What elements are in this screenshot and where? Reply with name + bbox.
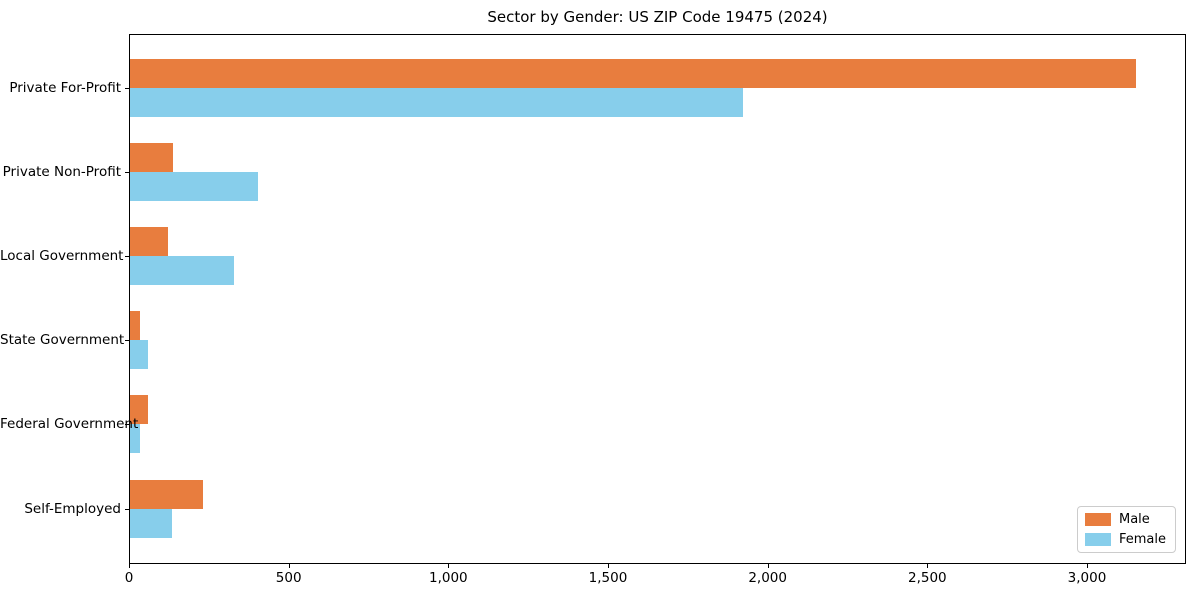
x-tick-label-1-500: 1,500 — [588, 570, 628, 586]
bar-male-state-government — [130, 311, 140, 341]
x-tick-label-500: 500 — [275, 570, 302, 586]
y-tick-label-federal-government: Federal Government — [0, 416, 139, 433]
x-tick-label-2-500: 2,500 — [908, 570, 947, 586]
legend-swatch-male — [1084, 513, 1111, 526]
bar-female-local-government — [130, 255, 234, 285]
y-tick-label-self-employed: Self-Employed — [24, 500, 121, 517]
y-tick-mark — [125, 340, 129, 342]
chart-title: Sector by Gender: US ZIP Code 19475 (202… — [487, 8, 828, 26]
x-tick-mark — [129, 564, 130, 568]
y-tick-mark — [125, 171, 129, 173]
y-tick-label-state-government: State Government — [0, 332, 125, 349]
y-tick-mark — [125, 424, 129, 426]
bar-female-private-for-profit — [130, 87, 744, 117]
legend-item-male: Male — [1084, 512, 1166, 527]
bar-male-private-for-profit — [130, 58, 1136, 88]
bar-male-private-non-profit — [130, 142, 174, 172]
x-tick-mark — [927, 564, 929, 568]
bar-female-private-non-profit — [130, 171, 258, 201]
plot-area: Male Female — [129, 34, 1186, 564]
y-tick-mark — [125, 255, 129, 257]
y-tick-label-private-non-profit: Private Non-Profit — [2, 163, 121, 180]
legend: Male Female — [1076, 506, 1176, 553]
x-tick-mark — [608, 564, 609, 568]
x-tick-label-1-000: 1,000 — [429, 570, 468, 586]
x-tick-mark — [448, 564, 450, 568]
x-tick-mark — [1087, 564, 1088, 568]
bar-female-federal-government — [130, 424, 140, 454]
legend-item-female: Female — [1084, 532, 1166, 547]
bar-female-state-government — [130, 340, 148, 370]
legend-label-male: Male — [1118, 512, 1150, 527]
legend-label-female: Female — [1118, 532, 1166, 547]
x-tick-label-2-000: 2,000 — [748, 570, 787, 586]
bar-male-local-government — [130, 226, 169, 256]
x-tick-label-3-000: 3,000 — [1067, 570, 1107, 586]
y-tick-label-private-for-profit: Private For-Profit — [9, 79, 121, 96]
bar-male-self-employed — [130, 479, 204, 509]
x-tick-mark — [767, 564, 769, 568]
y-tick-label-local-government: Local Government — [0, 247, 124, 264]
x-tick-mark — [288, 564, 290, 568]
bar-female-self-employed — [130, 508, 172, 538]
bar-male-federal-government — [130, 395, 148, 425]
legend-swatch-female — [1084, 533, 1111, 546]
y-tick-mark — [125, 87, 129, 89]
y-tick-mark — [125, 508, 129, 510]
x-tick-label-0: 0 — [124, 570, 134, 586]
